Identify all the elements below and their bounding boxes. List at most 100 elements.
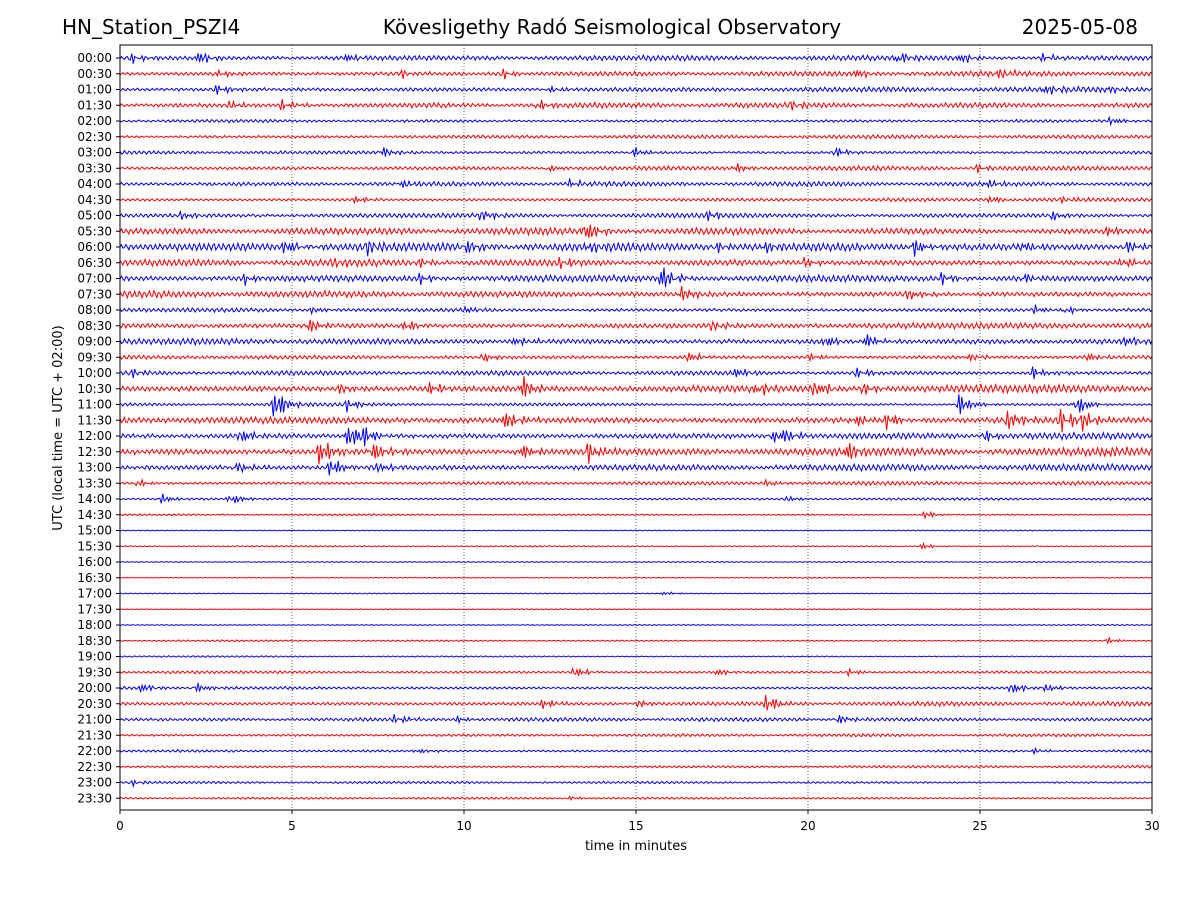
plot-frame (119, 44, 1153, 811)
row-label: 03:30 (77, 161, 112, 175)
trace-line (119, 163, 1153, 174)
x-tick-label: 0 (116, 819, 124, 833)
trace-line (119, 591, 1153, 596)
row-label: 17:30 (77, 602, 112, 616)
row-label: 20:30 (77, 697, 112, 711)
trace-line (119, 209, 1153, 222)
trace-line (119, 764, 1153, 769)
trace-line (119, 257, 1153, 269)
trace-line (119, 779, 1153, 789)
row-label: 21:00 (77, 713, 112, 727)
trace-line (119, 576, 1153, 579)
row-label: 12:30 (77, 445, 112, 459)
row-label: 01:30 (77, 98, 112, 112)
x-tick-label: 5 (288, 819, 296, 833)
trace-line (119, 636, 1153, 645)
trace-line (119, 477, 1153, 488)
row-label: 18:00 (77, 618, 112, 632)
trace-line (119, 541, 1153, 550)
y-axis-label: UTC (local time = UTC + 02:00) (51, 325, 66, 530)
observatory-title: Kövesligethy Radó Seismological Observat… (382, 15, 842, 39)
trace-line (119, 195, 1153, 205)
row-label: 18:30 (77, 634, 112, 648)
trace-line (119, 68, 1153, 80)
trace-line (119, 623, 1153, 627)
trace-line (119, 529, 1153, 532)
row-label: 11:30 (77, 413, 112, 427)
trace-line (119, 493, 1153, 504)
x-axis-label: time in minutes (585, 839, 687, 854)
row-label: 05:30 (77, 224, 112, 238)
row-label: 13:30 (77, 476, 112, 490)
trace-line (119, 52, 1153, 64)
x-tick-label: 10 (456, 819, 471, 833)
row-label: 00:00 (77, 51, 112, 65)
row-label: 08:30 (77, 319, 112, 333)
trace-line (119, 732, 1153, 738)
trace-line (119, 409, 1153, 433)
row-label: 09:00 (77, 335, 112, 349)
row-label: 23:00 (77, 776, 112, 790)
trace-line (119, 442, 1153, 465)
trace-line (119, 319, 1153, 332)
row-label: 09:30 (77, 350, 112, 364)
trace-line (119, 240, 1153, 257)
row-label: 10:30 (77, 382, 112, 396)
trace-line (119, 608, 1153, 611)
row-label: 06:30 (77, 256, 112, 270)
trace-line (119, 366, 1153, 380)
row-label: 16:00 (77, 555, 112, 569)
row-label: 21:30 (77, 728, 112, 742)
x-tick-label: 15 (628, 819, 643, 833)
row-label: 02:30 (77, 130, 112, 144)
grid-lines (291, 45, 981, 810)
x-ticks: 0 5 10 15 20 25 30 (116, 810, 1160, 833)
row-label: 04:00 (77, 177, 112, 191)
trace-line (119, 461, 1153, 476)
row-label: 02:00 (77, 114, 112, 128)
trace-line (119, 304, 1153, 316)
trace-line (119, 714, 1153, 725)
station-title: HN_Station_PSZI4 (62, 15, 241, 39)
trace-line (119, 694, 1153, 711)
trace-line (119, 99, 1153, 111)
trace-line (119, 655, 1153, 658)
trace-line (119, 560, 1153, 564)
traces (119, 52, 1153, 801)
trace-line (119, 286, 1152, 301)
row-label: 11:00 (77, 398, 112, 412)
row-label: 10:00 (77, 366, 112, 380)
row-label: 14:00 (77, 492, 112, 506)
row-label: 07:30 (77, 287, 112, 301)
row-label: 17:00 (77, 587, 112, 601)
row-label: 19:30 (77, 665, 112, 679)
row-label: 20:00 (77, 681, 112, 695)
trace-line (119, 682, 1153, 693)
trace-line (119, 133, 1153, 140)
x-tick-label: 30 (1144, 819, 1159, 833)
row-label: 07:00 (77, 272, 112, 286)
trace-line (119, 746, 1153, 756)
row-label: 19:00 (77, 650, 112, 664)
trace-line (119, 427, 1153, 447)
row-label: 12:00 (77, 429, 112, 443)
trace-line (119, 510, 1153, 520)
row-label: 13:00 (77, 461, 112, 475)
x-tick-label: 25 (972, 819, 987, 833)
row-label: 06:00 (77, 240, 112, 254)
trace-line (119, 394, 1153, 417)
row-label: 23:30 (77, 791, 112, 805)
date-title: 2025-05-08 (1021, 15, 1138, 39)
row-label: 22:30 (77, 760, 112, 774)
trace-line (119, 84, 1153, 95)
trace-line (119, 334, 1153, 347)
row-label: 08:00 (77, 303, 112, 317)
row-label: 05:00 (77, 209, 112, 223)
trace-line (119, 376, 1153, 397)
trace-line (119, 795, 1153, 801)
trace-line (119, 115, 1153, 127)
row-label: 16:30 (77, 571, 112, 585)
row-label: 03:00 (77, 146, 112, 160)
